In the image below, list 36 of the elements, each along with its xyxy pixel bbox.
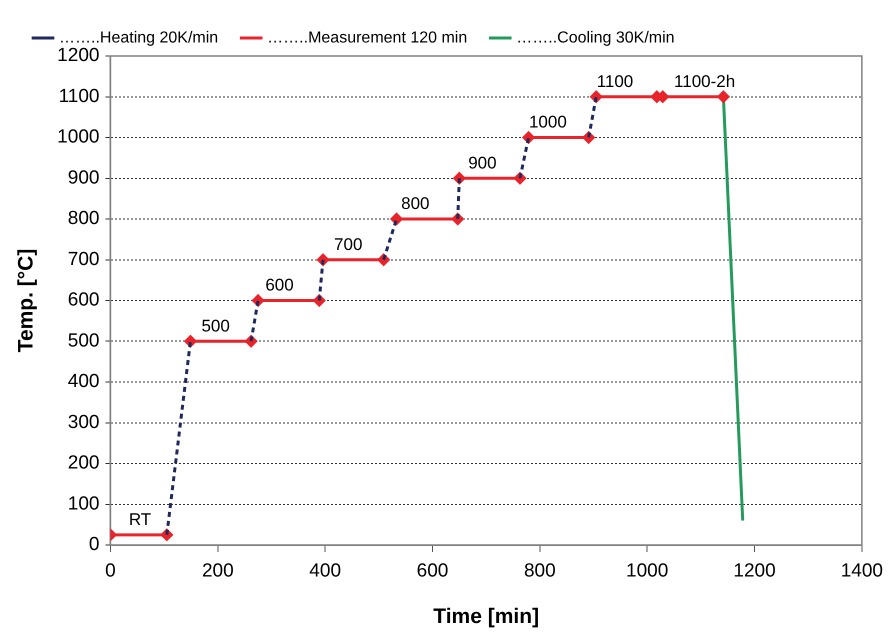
- y-tick-label: 500: [68, 330, 100, 352]
- y-tick-label: 300: [68, 412, 100, 433]
- x-tick-label: 1200: [733, 560, 776, 582]
- x-tick-label: 400: [309, 560, 342, 582]
- legend-label: ……..Heating 20K/min: [59, 29, 218, 46]
- y-tick-label: 600: [68, 290, 100, 311]
- annotation: 1000: [528, 112, 567, 132]
- legend-label: ……..Cooling 30K/min: [516, 29, 675, 46]
- x-tick-label: 600: [416, 560, 448, 582]
- annotation: 1100-2h: [674, 72, 736, 91]
- y-tick-label: 1200: [57, 45, 100, 66]
- annotation: 500: [201, 316, 230, 336]
- annotation: 700: [334, 234, 362, 254]
- legend-label: ……..Measurement 120 min: [267, 29, 468, 46]
- y-tick-label: 200: [68, 452, 100, 474]
- annotation: 600: [265, 276, 294, 295]
- y-axis-title: Temp. [°C]: [14, 248, 38, 352]
- y-tick-label: 400: [68, 371, 100, 392]
- y-tick-label: 1100: [58, 86, 100, 107]
- x-tick-label: 1000: [626, 560, 668, 582]
- annotation: 900: [468, 153, 497, 172]
- annotation: RT: [128, 510, 152, 529]
- y-tick-label: 700: [68, 248, 100, 270]
- y-tick-label: 900: [68, 167, 100, 188]
- x-tick-label: 0: [105, 560, 116, 582]
- x-tick-label: 200: [202, 560, 234, 582]
- point: [717, 90, 730, 103]
- x-tick-label: 1400: [840, 560, 884, 582]
- y-tick-label: 1000: [57, 126, 100, 148]
- y-tick-label: 800: [68, 208, 100, 230]
- x-tick-label: 800: [524, 560, 556, 582]
- annotation: 1100: [596, 72, 634, 91]
- y-tick-label: 100: [68, 493, 100, 514]
- y-tick-label: 0: [88, 534, 100, 556]
- x-axis-title: Time [min]: [433, 605, 540, 628]
- annotation: 800: [401, 194, 430, 214]
